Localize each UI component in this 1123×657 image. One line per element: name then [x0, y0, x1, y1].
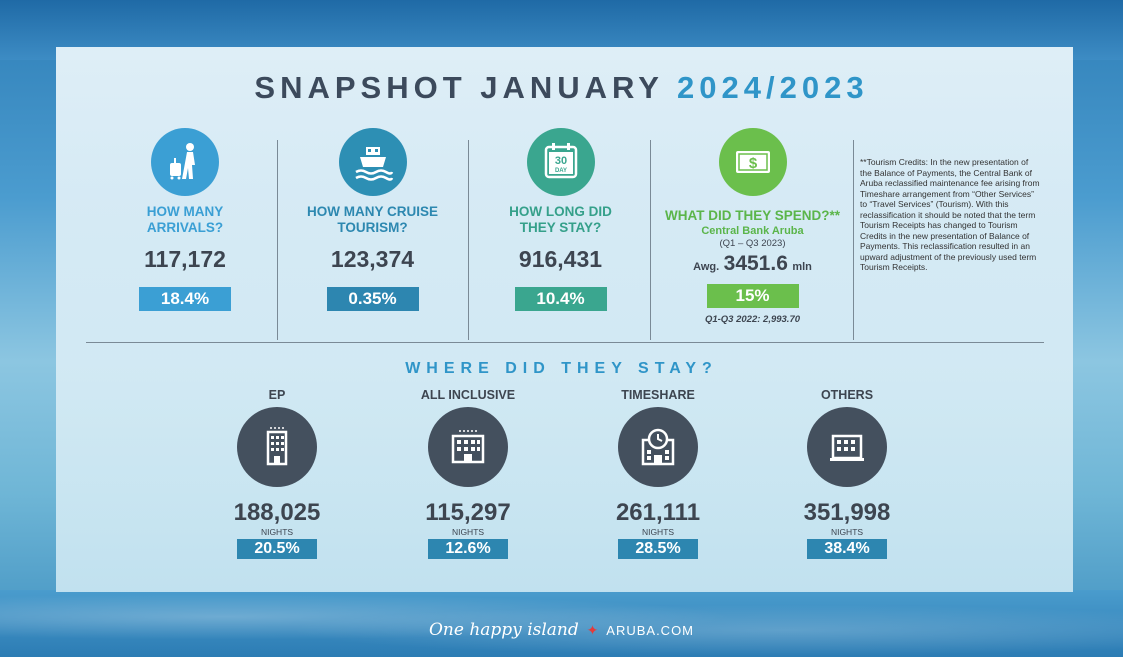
spend-change-badge: 15%	[706, 284, 799, 308]
spend-period: (Q1 – Q3 2023)	[719, 238, 786, 249]
stay-question: HOW LONG DID THEY STAY?	[509, 204, 612, 235]
stat-spend: $ WHAT DID THEY SPEND?** Central Bank Ar…	[655, 128, 850, 325]
stat-stay-length: 30 DAY HOW LONG DID THEY STAY? 916,431 1…	[478, 128, 643, 311]
money-symbol: $	[748, 155, 757, 172]
nights-label: NIGHTS	[641, 527, 675, 537]
spend-currency: Awg.	[693, 261, 720, 273]
stay-item-ep: EP 188,025 NIGHTS 20.5%	[197, 388, 357, 559]
stay-item-value: 351,998	[803, 499, 891, 526]
footer: One happy island ✦ ARUBA.COM	[0, 620, 1123, 640]
cruise-change-badge: 0.35%	[326, 287, 419, 311]
stay-item-label: EP	[268, 388, 286, 402]
spend-unit: mln	[792, 261, 812, 273]
stay-item-label: TIMESHARE	[621, 388, 695, 402]
building-icon	[807, 407, 887, 487]
stay-item-share: 20.5%	[237, 539, 317, 559]
stay-item-label: ALL INCLUSIVE	[420, 388, 516, 402]
timeshare-icon	[618, 407, 698, 487]
star-icon: ✦	[586, 622, 599, 638]
nights-label: NIGHTS	[260, 527, 294, 537]
footer-brand-link[interactable]: ARUBA.COM	[606, 623, 695, 638]
hotel-icon	[237, 407, 317, 487]
calendar-word: DAY	[554, 168, 566, 174]
spend-value: 3451.6	[723, 252, 788, 275]
section-divider	[86, 342, 1044, 343]
title-main: SNAPSHOT JANUARY	[254, 70, 664, 105]
stay-change-badge: 10.4%	[514, 287, 607, 311]
stay-section-title: WHERE DID THEY STAY?	[405, 360, 718, 377]
footer-tagline: One happy island	[428, 620, 579, 640]
divider	[650, 140, 651, 340]
stay-item-share: 12.6%	[428, 539, 508, 559]
divider	[468, 140, 469, 340]
ocean-background-bottom	[0, 590, 1123, 657]
stay-item-share: 28.5%	[618, 539, 698, 559]
arrivals-value: 117,172	[144, 246, 226, 272]
money-icon: $	[718, 128, 787, 196]
spend-question: WHAT DID THEY SPEND?**	[664, 208, 840, 223]
arrivals-change-badge: 18.4%	[139, 287, 231, 311]
stay-item-share: 38.4%	[807, 539, 887, 559]
stat-cruise: HOW MANY CRUISE TOURISM? 123,374 0.35%	[290, 128, 455, 311]
stat-arrivals: HOW MANY ARRIVALS? 117,172 18.4%	[100, 128, 270, 311]
calendar-icon: 30 DAY	[526, 128, 595, 196]
nights-label: NIGHTS	[830, 527, 864, 537]
calendar-number: 30	[554, 155, 566, 167]
spend-source: Central Bank Aruba	[701, 225, 804, 237]
cruise-value: 123,374	[330, 246, 415, 272]
resort-icon	[428, 407, 508, 487]
stay-item-timeshare: TIMESHARE 261,111 NIGHTS 28.5%	[578, 388, 738, 559]
stay-item-value: 261,111	[615, 499, 701, 526]
stay-item-value: 188,025	[233, 499, 321, 526]
ship-icon	[338, 128, 407, 196]
spend-amount: Awg. 3451.6 mln	[655, 252, 850, 276]
tourism-credits-note: **Tourism Credits: In the new presentati…	[860, 157, 1040, 272]
traveler-icon	[151, 128, 219, 196]
nights-label: NIGHTS	[451, 527, 485, 537]
cruise-question: HOW MANY CRUISE TOURISM?	[306, 204, 438, 235]
page-title: SNAPSHOT JANUARY 2024/2023	[0, 70, 1123, 106]
divider	[853, 140, 854, 340]
stay-item-all-inclusive: ALL INCLUSIVE 115,297 NIGHTS 12.6%	[388, 388, 548, 559]
stay-item-others: OTHERS 351,998 NIGHTS 38.4%	[767, 388, 927, 559]
stay-item-label: OTHERS	[820, 388, 874, 402]
arrivals-question: HOW MANY ARRIVALS?	[146, 204, 224, 235]
stay-item-value: 115,297	[425, 499, 511, 526]
spend-previous: Q1-Q3 2022: 2,993.70	[704, 314, 801, 325]
stay-value: 916,431	[518, 246, 603, 272]
divider	[277, 140, 278, 340]
title-years: 2024/2023	[677, 70, 869, 105]
